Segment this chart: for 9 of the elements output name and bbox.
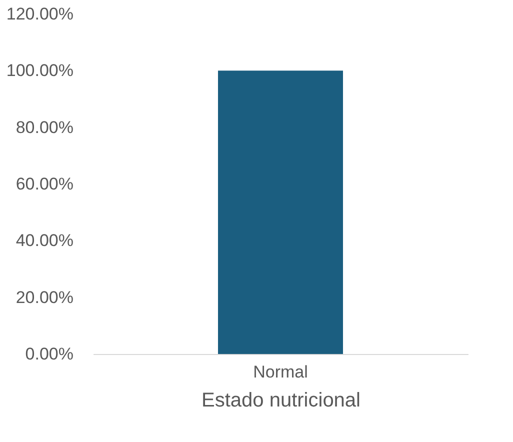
x-axis-title: Estado nutricional [202,390,360,412]
x-tick-label: Normal [253,362,308,382]
y-tick-label: 80.00% [16,118,74,137]
y-tick-label: 40.00% [16,231,74,250]
y-tick-label: 20.00% [16,288,74,307]
y-tick-label: 60.00% [16,174,74,194]
y-tick-label: 120.00% [6,4,74,24]
y-tick-label: 100.00% [6,61,74,80]
y-tick-label: 0.00% [25,344,74,364]
